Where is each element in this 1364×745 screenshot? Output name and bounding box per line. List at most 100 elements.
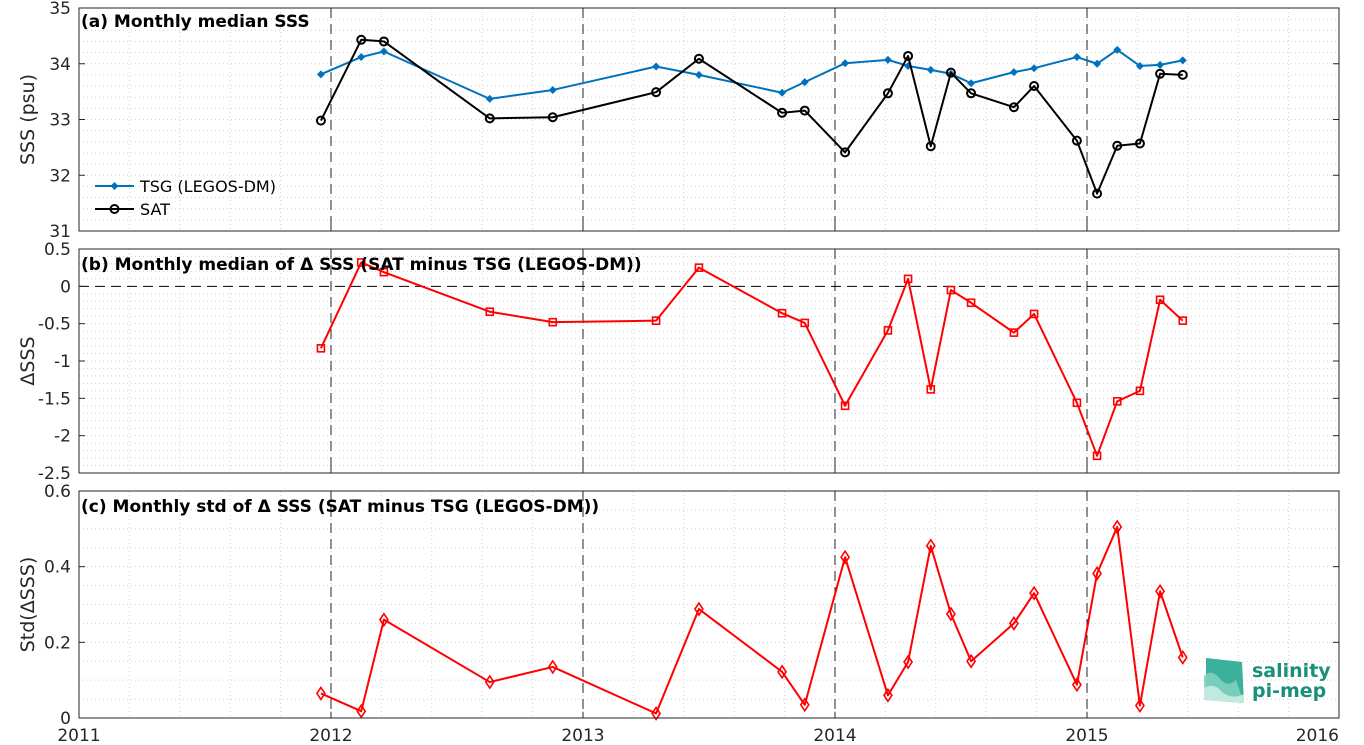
data-point [651,87,662,98]
data-point [547,659,558,675]
data-point [1009,328,1019,337]
data-point [1009,68,1018,77]
plot-area [79,8,1339,231]
major-grid [330,8,1088,231]
data-point [1008,615,1019,631]
data-point [967,79,976,88]
legend-marker [110,182,119,190]
data-point [840,549,851,565]
data-point [883,55,892,64]
data-point [841,59,850,68]
data-point [484,113,495,124]
y-axis-ticks: 0 0.2 0.4 0.6 [44,482,1339,729]
data-point [777,107,788,118]
y-tick-label: -1 [54,352,71,372]
data-point [903,50,914,61]
data-point [1092,451,1102,461]
y-tick-label: 0.6 [44,482,71,502]
data-point [1155,583,1166,599]
data-point [925,141,936,152]
data-point [1113,45,1122,54]
data-point [1112,519,1123,535]
series-delta-sss [316,258,1188,461]
y-tick-label: 0 [60,277,71,297]
axes-frame [78,490,1340,719]
data-point [903,274,913,284]
y-tick-label: -0.5 [38,315,71,335]
data-point [1092,566,1103,581]
y-axis-ticks: 31 32 33 34 35 [49,0,1339,242]
legend: TSG (LEGOS-DM) SAT [95,177,276,219]
data-point [778,88,787,97]
data-point [651,706,662,721]
data-point [926,385,936,394]
y-tick-label: 0.2 [44,633,71,653]
panel-title: (c) Monthly std of Δ SSS (SAT minus TSG … [81,497,599,517]
logo-line1: salinity [1252,660,1331,682]
series-line [320,38,1183,195]
data-point [966,298,976,308]
data-point [356,34,367,45]
y-tick-label: 31 [49,222,71,242]
data-point [485,307,495,317]
logo-wave-graphic-icon [1204,658,1244,703]
data-point [1156,60,1165,69]
y-tick-label: 32 [49,166,71,186]
data-point [694,70,703,79]
y-axis-label: SSS (psu) [17,74,39,165]
series-sat [315,34,1188,199]
data-point [1155,295,1165,305]
data-point [1134,698,1145,713]
y-tick-label: -2.5 [38,464,71,484]
data-point [883,326,893,335]
data-point [1177,650,1188,665]
data-point [548,85,557,94]
data-point [966,88,977,99]
legend-marker [109,204,120,214]
data-point [547,112,558,123]
data-point [1178,56,1187,65]
legend-label: SAT [140,200,170,219]
x-tick-label: 2012 [309,726,352,745]
data-point [357,53,366,62]
y-tick-label: 0.4 [44,558,71,578]
data-point [356,258,366,267]
data-point [946,285,956,295]
data-point [694,263,704,272]
y-tick-label: 0.5 [44,240,71,260]
data-point [484,674,495,690]
data-point [926,65,935,74]
data-point [356,703,367,719]
logo-line2: pi-mep [1252,680,1326,702]
data-point [378,612,389,628]
data-point [1092,188,1103,199]
axes-frame [78,248,1340,474]
x-tick-label: 2013 [561,726,604,745]
data-point [315,115,326,126]
data-point [945,67,956,78]
y-tick-label: -2 [54,427,71,447]
data-point [1030,64,1039,73]
panel-c-std-delta-sss: 0 0.2 0.4 0.6 2011 2012 2013 2014 2015 2016 Std(ΔS… [17,482,1340,745]
x-tick-label: 2011 [57,726,100,745]
panel-title: (a) Monthly median SSS [81,12,310,32]
data-point [1008,102,1019,113]
data-point [800,318,810,328]
data-point [882,687,893,703]
data-point [1029,309,1039,319]
data-point [1135,386,1145,396]
plot-area [79,491,1339,718]
data-point [966,653,977,669]
data-point [1112,397,1122,406]
legend-label: TSG (LEGOS-DM) [139,177,276,196]
y-tick-label: -1.5 [38,389,71,409]
panel-a-monthly-median-sss: 31 32 33 34 35 SSS (psu) (a) Monthly median SS… [17,0,1340,242]
data-point [1029,585,1040,601]
data-point [945,606,956,622]
data-point [379,267,389,277]
series-delta-sss [315,519,1188,721]
data-point [1155,68,1166,79]
y-tick-label: 35 [49,0,71,19]
series-line [320,261,1184,457]
